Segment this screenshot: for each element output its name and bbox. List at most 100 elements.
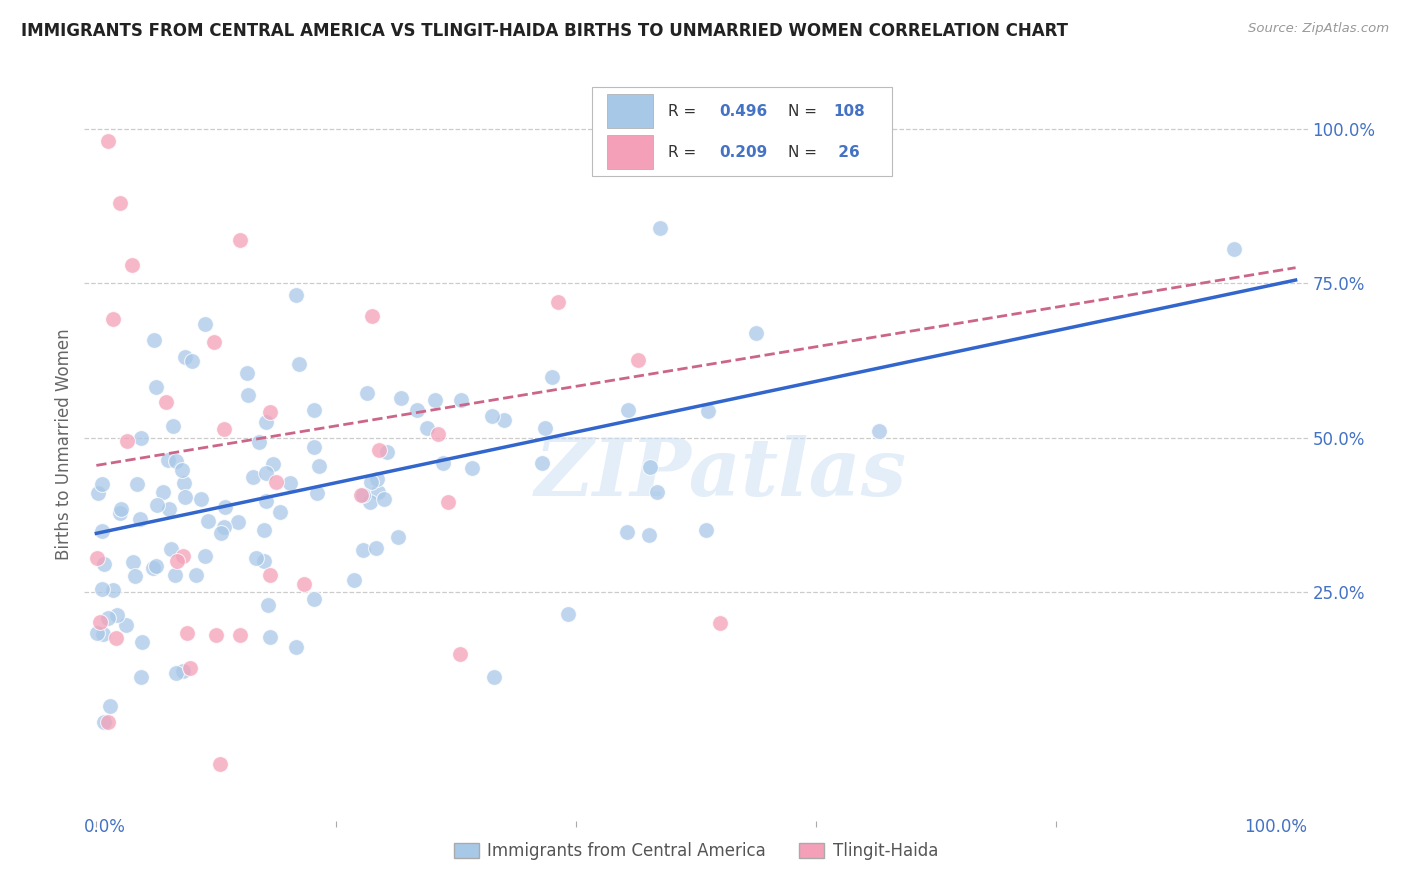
Point (110, 195, 132, 210)
Point (373, 492, 395, 507)
Point (254, 493, 277, 508)
Text: 0.209: 0.209 (720, 145, 768, 160)
Point (449, 647, 471, 661)
Point (262, 457, 284, 471)
Point (97, 714, 120, 729)
Point (389, 392, 412, 406)
Point (86, 625, 108, 640)
Point (101, 583, 124, 598)
Text: ZIPatlas: ZIPatlas (534, 435, 907, 513)
Point (129, 670, 152, 684)
Point (86, 550, 108, 565)
Point (172, 665, 194, 679)
Point (745, 326, 768, 340)
Text: 0.0%: 0.0% (84, 818, 127, 836)
Point (229, 628, 252, 642)
Point (236, 366, 259, 380)
Point (302, 402, 325, 417)
Point (645, 485, 668, 500)
Point (359, 495, 381, 509)
Point (131, 634, 153, 648)
Point (90, 582, 112, 596)
Point (89, 615, 111, 629)
Point (190, 491, 212, 506)
Point (617, 403, 640, 417)
Point (302, 592, 325, 607)
Point (145, 380, 167, 394)
Point (110, 502, 132, 516)
Point (294, 577, 316, 591)
Point (868, 424, 890, 438)
Point (214, 422, 236, 436)
Point (259, 568, 281, 582)
Point (181, 353, 204, 368)
Text: 26: 26 (832, 145, 859, 160)
Point (350, 488, 373, 502)
Point (110, 506, 132, 520)
Point (460, 461, 482, 475)
Point (105, 631, 128, 645)
Point (90, 477, 112, 491)
Point (142, 333, 165, 347)
Point (533, 421, 555, 435)
Text: 100.0%: 100.0% (1244, 818, 1308, 836)
Point (360, 475, 382, 490)
Point (121, 258, 143, 272)
Point (425, 392, 447, 407)
Point (284, 287, 307, 301)
Point (176, 626, 198, 640)
Point (253, 524, 276, 538)
Point (416, 421, 439, 435)
Point (361, 309, 384, 323)
Point (368, 442, 391, 457)
Point (437, 495, 460, 509)
Point (638, 459, 661, 474)
Text: 108: 108 (832, 103, 865, 119)
Text: Source: ZipAtlas.com: Source: ZipAtlas.com (1249, 22, 1389, 36)
Point (259, 405, 281, 419)
Point (616, 524, 638, 539)
Point (212, 520, 235, 534)
Point (343, 573, 366, 587)
Point (97, 610, 120, 624)
Point (638, 528, 661, 542)
Point (186, 567, 208, 582)
Point (93, 557, 115, 571)
Point (531, 457, 554, 471)
Point (432, 456, 454, 470)
Point (179, 661, 201, 675)
Point (202, 334, 225, 349)
Point (406, 403, 429, 417)
Point (145, 559, 167, 574)
Point (173, 475, 195, 490)
Point (305, 486, 328, 500)
Point (288, 357, 311, 371)
Point (91, 626, 114, 640)
Point (627, 353, 650, 368)
Point (366, 472, 388, 486)
Point (481, 409, 503, 423)
Point (366, 541, 388, 556)
Point (165, 665, 187, 680)
Point (101, 312, 124, 326)
Point (209, 526, 232, 541)
Point (387, 530, 409, 544)
Y-axis label: Births to Unmarried Women: Births to Unmarried Women (55, 328, 73, 559)
Point (166, 554, 188, 568)
Point (97, 134, 120, 148)
Point (172, 462, 194, 476)
Point (245, 551, 267, 566)
Point (194, 549, 217, 563)
FancyBboxPatch shape (606, 136, 654, 169)
Point (229, 233, 252, 247)
Point (174, 350, 197, 364)
Point (105, 607, 128, 622)
Point (697, 404, 720, 418)
Point (172, 549, 194, 563)
Point (484, 670, 506, 684)
Point (194, 317, 217, 331)
Point (129, 512, 152, 526)
Point (93, 715, 115, 730)
Text: N =: N = (787, 145, 821, 160)
Point (115, 434, 138, 449)
